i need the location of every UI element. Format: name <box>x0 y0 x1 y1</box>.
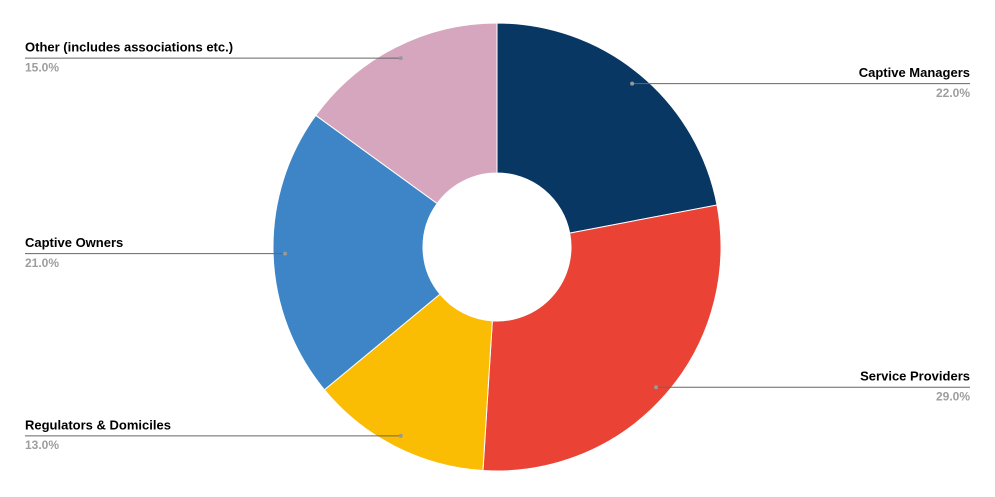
leader-dot <box>398 433 403 438</box>
slice <box>482 204 722 472</box>
value-label: 15.0% <box>25 60 59 74</box>
slice <box>496 22 718 234</box>
slice-label: Regulators & Domiciles <box>25 417 171 432</box>
slice-label: Service Providers <box>860 369 970 384</box>
slice <box>272 114 441 391</box>
slice <box>323 293 493 472</box>
value-label: 13.0% <box>25 438 59 452</box>
value-label: 21.0% <box>25 256 59 270</box>
slice-label: Captive Owners <box>25 235 123 250</box>
slice <box>315 22 498 205</box>
value-label: 22.0% <box>936 86 970 100</box>
leader-dot <box>283 251 288 256</box>
slice-label: Other (includes associations etc.) <box>25 40 233 55</box>
leader-dot <box>398 56 403 61</box>
slice-label: Captive Managers <box>859 65 970 80</box>
value-label: 29.0% <box>936 389 970 403</box>
leader-dot <box>630 81 635 86</box>
leader-dot <box>654 385 659 390</box>
